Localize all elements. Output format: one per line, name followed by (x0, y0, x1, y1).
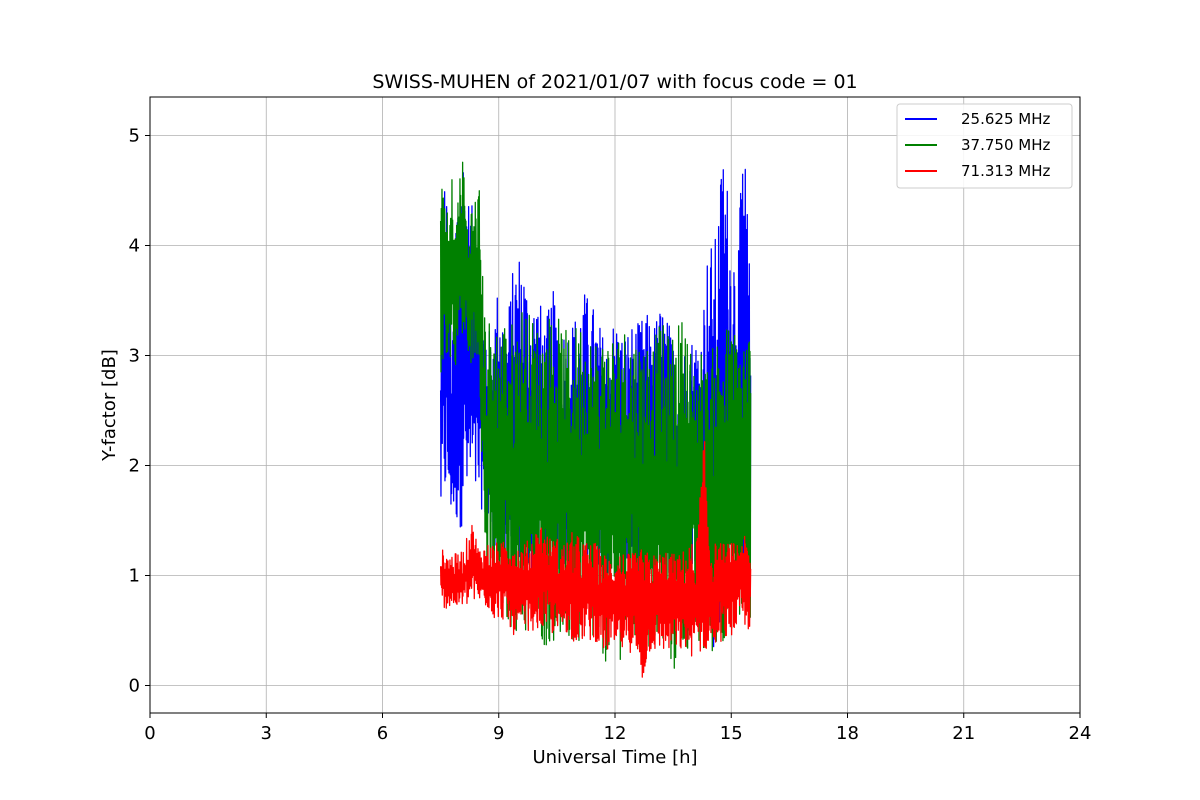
y-tick-label: 4 (129, 236, 140, 257)
x-tick-label: 9 (493, 723, 504, 744)
y-tick-label: 3 (129, 346, 140, 367)
legend: 25.625 MHz 37.750 MHz 71.313 MHz (896, 103, 1073, 189)
y-axis-label: Y-factor [dB] (99, 349, 120, 462)
x-tick-label: 6 (377, 723, 388, 744)
legend-label: 37.750 MHz (961, 136, 1050, 154)
plot-data (439, 161, 752, 678)
x-tick-label: 21 (952, 723, 975, 744)
series-line-3 (439, 441, 752, 678)
x-axis-label: Universal Time [h] (532, 747, 697, 768)
x-tick-label: 12 (604, 723, 627, 744)
x-tick-label: 18 (836, 723, 859, 744)
y-tick-label: 2 (129, 456, 140, 477)
chart-title: SWISS-MUHEN of 2021/01/07 with focus cod… (372, 71, 857, 93)
legend-label: 71.313 MHz (961, 162, 1050, 180)
x-tick-label: 24 (1069, 723, 1092, 744)
y-tick-label: 0 (129, 676, 140, 697)
y-tick-label: 1 (129, 566, 140, 587)
legend-label: 25.625 MHz (961, 110, 1050, 128)
y-tick-label: 5 (129, 126, 140, 147)
x-tick-label: 15 (720, 723, 743, 744)
x-tick-label: 3 (261, 723, 272, 744)
x-tick-label: 0 (144, 723, 155, 744)
legend-box (896, 103, 1073, 189)
